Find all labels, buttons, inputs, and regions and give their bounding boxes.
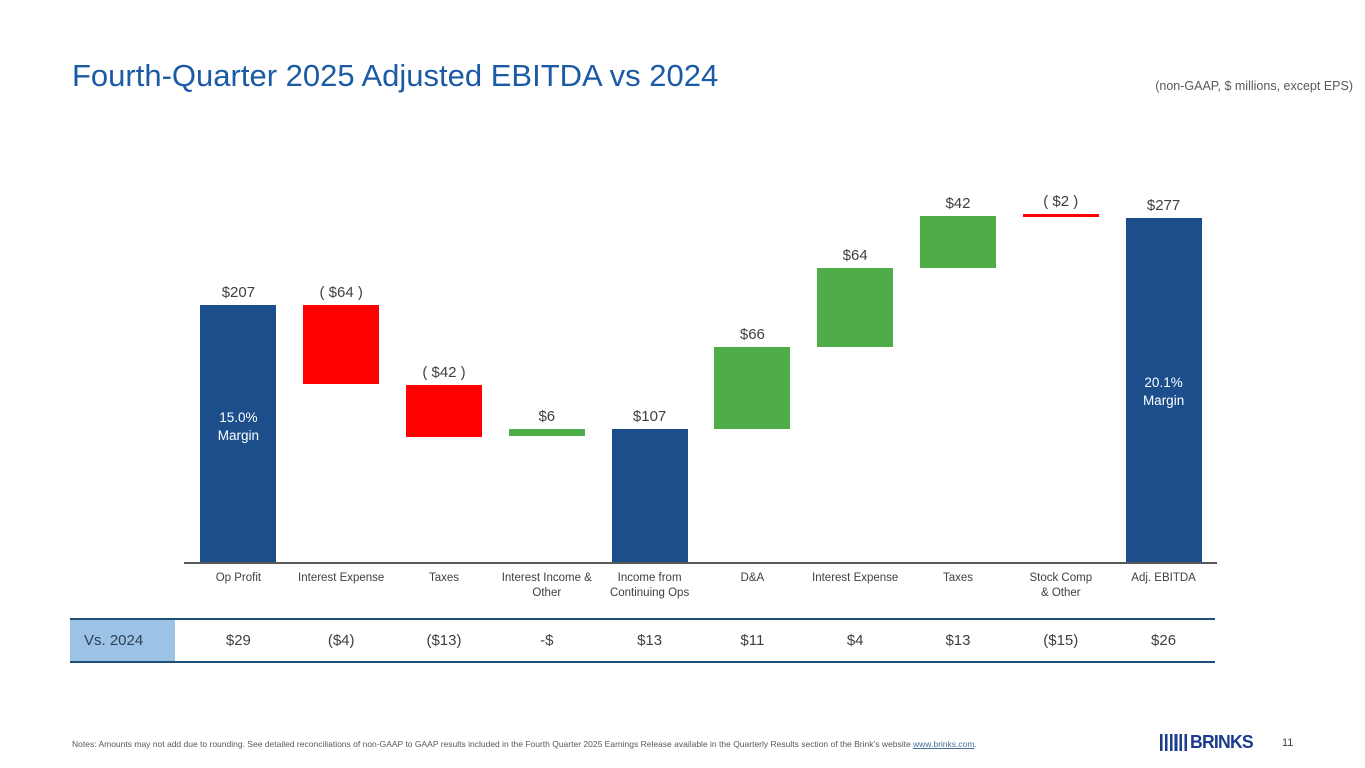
comparison-value-adj-ebitda: $26 — [1151, 632, 1177, 649]
comparison-value-interest-expense: ($4) — [327, 632, 355, 649]
comparison-value-taxes: ($13) — [426, 632, 462, 649]
waterfall-bar-interest-expense — [303, 305, 380, 384]
category-label-interest-expense: Interest Expense — [812, 572, 899, 584]
brinks-stripes-icon — [1160, 734, 1188, 751]
subtitle-units-note: (non-GAAP, $ millions, except EPS) — [1155, 79, 1353, 93]
waterfall-slot-taxes: ( $42 ) — [393, 160, 496, 562]
category-label-interest-expense: Interest Expense — [298, 572, 385, 584]
bar-value-label-op-profit: $207 — [221, 284, 256, 301]
comparison-value-interest-expense: $4 — [846, 632, 864, 649]
comparison-value-income-from-continuing-ops: $13 — [637, 632, 663, 649]
waterfall-bar-adj-ebitda — [1125, 218, 1202, 562]
waterfall-slot-taxes: $42 — [907, 160, 1010, 562]
category-label-income-from-continuing-ops: Income from Continuing Ops — [609, 572, 690, 599]
category-label-interest-income-other: Interest Income & Other — [501, 572, 592, 599]
waterfall-slot-d-a: $66 — [701, 160, 804, 562]
waterfall-slot-interest-expense: $64 — [804, 160, 907, 562]
category-label-taxes: Taxes — [942, 572, 973, 584]
waterfall-bar-d-a — [714, 347, 791, 429]
bar-value-label-d-a: $66 — [739, 326, 765, 343]
brinks-website-link[interactable]: www.brinks.com — [913, 739, 975, 749]
brinks-logo: BRINKS — [1160, 732, 1254, 753]
waterfall-bar-taxes — [405, 385, 482, 437]
category-label-taxes: Taxes — [428, 572, 460, 584]
notes-suffix: . — [974, 739, 977, 749]
bar-value-label-interest-expense: $64 — [842, 247, 868, 264]
page-number: 11 — [1282, 737, 1294, 749]
comparison-value-interest-income-other: -$ — [540, 632, 554, 649]
waterfall-slot-income-from-continuing-ops: $107 — [598, 160, 701, 562]
comparison-row-values: $29 ($4) ($13) -$ $13 $11 $4 $13 ($15) $26 — [187, 620, 1215, 661]
waterfall-slot-stock-comp-other: ( $2 ) — [1009, 160, 1112, 562]
comparison-value-stock-comp-other: ($15) — [1043, 632, 1079, 649]
bar-value-label-interest-expense: ( $64 ) — [319, 284, 363, 301]
footer-notes: Notes: Amounts may not add due to roundi… — [72, 739, 977, 749]
bar-value-label-taxes: $42 — [945, 195, 971, 212]
category-label-op-profit: Op Profit — [215, 572, 262, 584]
comparison-row-label: Vs. 2024 — [70, 620, 175, 661]
waterfall-slot-op-profit: $207 15.0% Margin — [187, 160, 290, 562]
waterfall-chart: $207 15.0% Margin ( $64 ) ( $42 ) $6 $107 $66 $6… — [184, 160, 1217, 601]
waterfall-bar-interest-income-other — [508, 429, 585, 436]
comparison-value-d-a: $11 — [740, 632, 765, 649]
bar-value-label-income-from-continuing-ops: $107 — [632, 408, 667, 425]
comparison-value-taxes: $13 — [945, 632, 971, 649]
category-label-d-a: D&A — [740, 572, 765, 584]
notes-text: Notes: Amounts may not add due to roundi… — [72, 739, 914, 749]
waterfall-bar-op-profit — [200, 305, 277, 562]
bar-margin-label-adj-ebitda: 20.1% Margin — [1142, 374, 1185, 408]
comparison-table: Vs. 2024 $29 ($4) ($13) -$ $13 $11 $4 $13 ($15) $… — [70, 618, 1215, 663]
comparison-value-op-profit: $29 — [225, 632, 251, 649]
category-labels: Op Profit Interest Expense Taxes Interest I… — [187, 571, 1215, 601]
bar-value-label-adj-ebitda: $277 — [1146, 197, 1181, 214]
waterfall-bar-income-from-continuing-ops — [611, 429, 688, 562]
bar-margin-label-op-profit: 15.0% Margin — [217, 409, 260, 443]
waterfall-slot-interest-income-other: $6 — [495, 160, 598, 562]
waterfall-slot-adj-ebitda: $277 20.1% Margin — [1112, 160, 1215, 562]
waterfall-bar-stock-comp-other — [1022, 214, 1099, 217]
bar-value-label-interest-income-other: $6 — [538, 408, 556, 425]
x-axis-line — [184, 562, 1217, 564]
bar-value-label-taxes: ( $42 ) — [422, 364, 466, 381]
waterfall-bar-interest-expense — [817, 268, 894, 347]
page-title: Fourth-Quarter 2025 Adjusted EBITDA vs 2… — [72, 58, 719, 93]
waterfall-slot-interest-expense: ( $64 ) — [290, 160, 393, 562]
category-label-adj-ebitda: Adj. EBITDA — [1131, 572, 1196, 584]
waterfall-bar-taxes — [919, 216, 996, 268]
brinks-logo-text: BRINKS — [1190, 732, 1254, 752]
plot-area: $207 15.0% Margin ( $64 ) ( $42 ) $6 $107 $66 $6… — [187, 160, 1215, 562]
bar-value-label-stock-comp-other: ( $2 ) — [1043, 193, 1079, 210]
category-label-stock-comp-other: Stock Comp & Other — [1029, 572, 1093, 599]
